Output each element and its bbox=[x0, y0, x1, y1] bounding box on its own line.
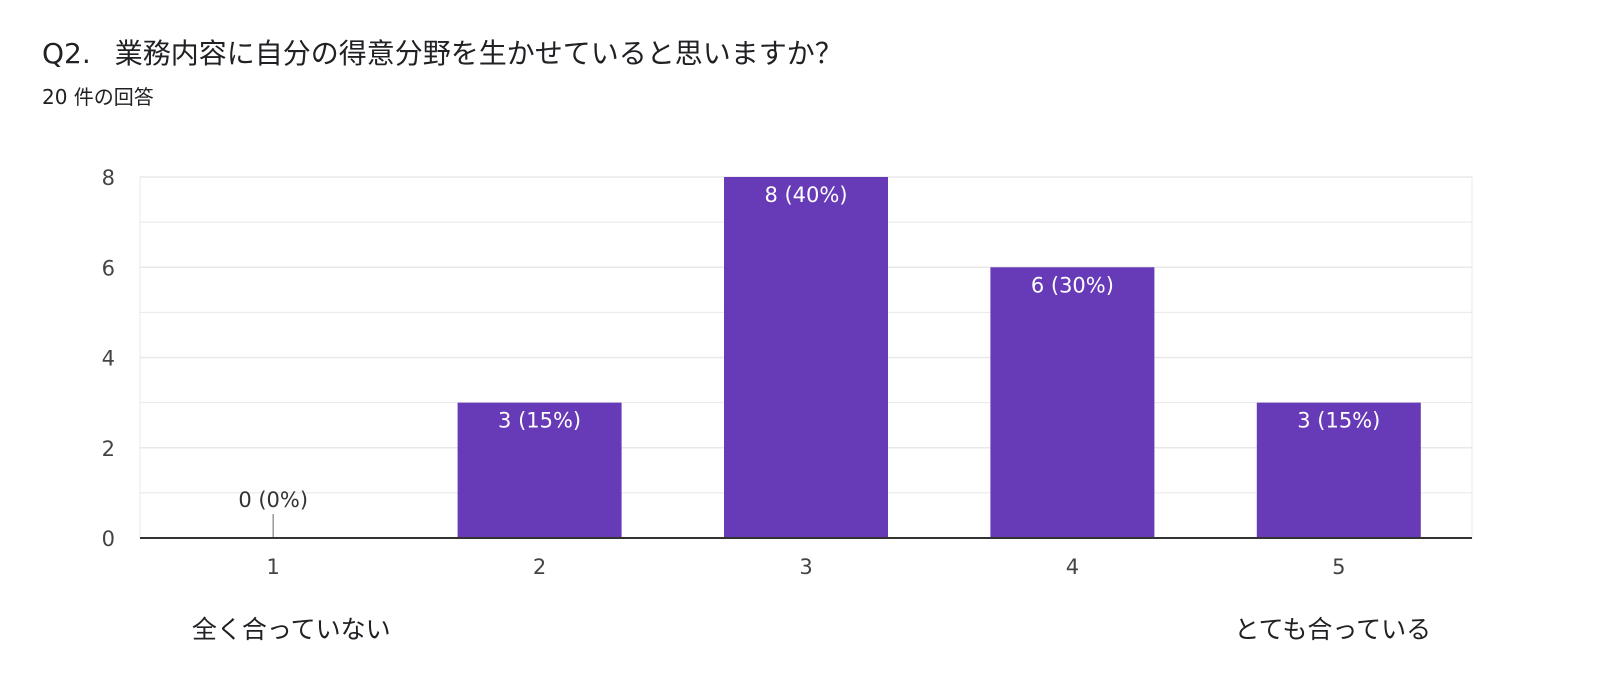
y-tick-label: 8 bbox=[102, 166, 115, 190]
x-tick-label: 1 bbox=[267, 555, 280, 579]
bar bbox=[990, 267, 1155, 538]
bar-chart: 0 2 4 6 8 0 (0%) 1 3 (15%) 2 8 (40%) 3 6 (30%) 4 3 (1… bbox=[102, 166, 1473, 644]
bar bbox=[457, 402, 622, 538]
y-tick-label: 0 bbox=[102, 527, 115, 551]
data-label: 6 (30%) bbox=[1031, 273, 1114, 297]
question-text: 業務内容に自分の得意分野を生かせていると思いますか？ bbox=[114, 37, 843, 70]
y-tick-label: 2 bbox=[102, 437, 115, 461]
scale-label-high: とても合っている bbox=[1234, 615, 1431, 644]
data-label: 3 (15%) bbox=[498, 409, 581, 433]
response-count: 20 件の回答 bbox=[42, 85, 154, 109]
y-tick-label: 6 bbox=[102, 256, 115, 280]
question-number: Q2. bbox=[42, 37, 91, 70]
bar bbox=[1256, 402, 1421, 538]
data-label: 0 (0%) bbox=[238, 488, 308, 512]
x-tick-label: 4 bbox=[1066, 555, 1079, 579]
bar bbox=[724, 177, 888, 538]
x-tick-label: 5 bbox=[1332, 555, 1345, 579]
data-label: 3 (15%) bbox=[1297, 409, 1380, 433]
chart-container: 0 2 4 6 8 0 (0%) 1 3 (15%) 2 8 (40%) 3 6 (30%) 4 3 (1… bbox=[0, 150, 1600, 676]
x-tick-label: 2 bbox=[533, 555, 546, 579]
y-tick-label: 4 bbox=[102, 347, 115, 371]
data-label: 8 (40%) bbox=[764, 183, 847, 207]
scale-label-low: 全く合っていない bbox=[192, 615, 391, 644]
question-title: Q2. 業務内容に自分の得意分野を生かせていると思いますか？ bbox=[42, 36, 843, 72]
x-tick-label: 3 bbox=[799, 555, 812, 579]
